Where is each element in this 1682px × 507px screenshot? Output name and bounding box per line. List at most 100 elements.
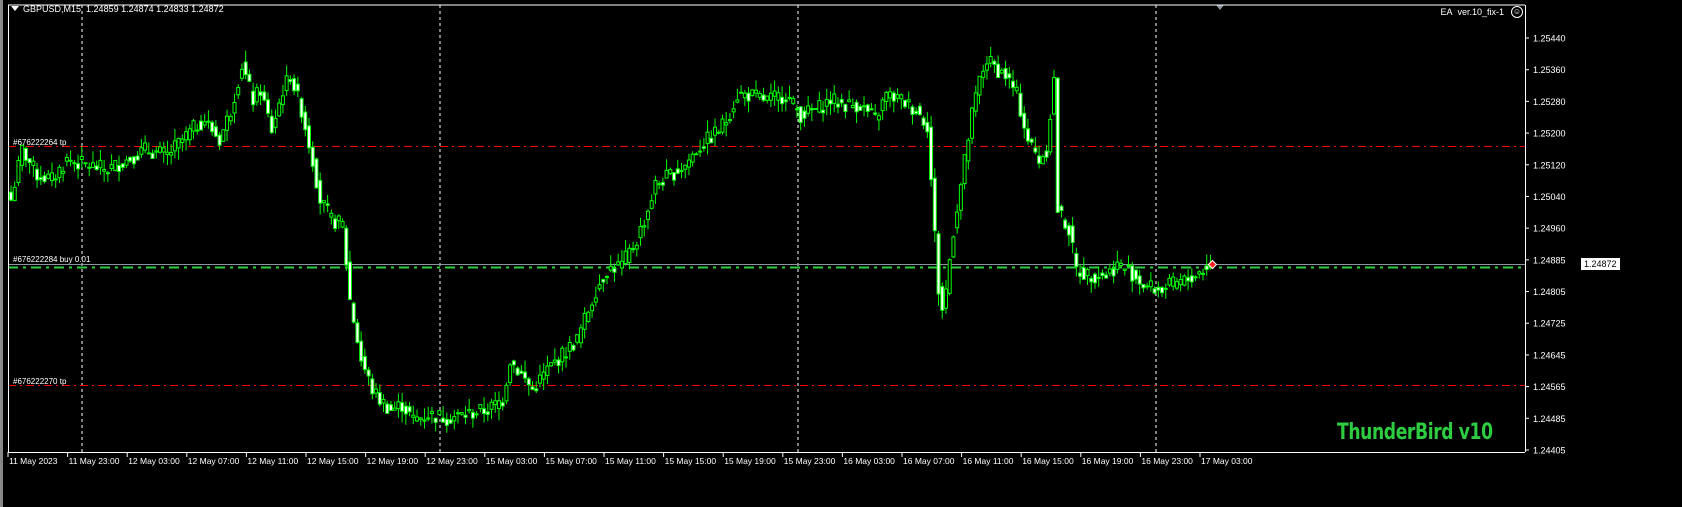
candle [537,374,542,384]
candle [1063,219,1068,229]
candle [720,118,725,133]
candle [698,150,703,153]
candle [180,138,185,143]
candle [1122,268,1127,271]
dropdown-triangle-icon[interactable] [11,6,19,11]
candle [1107,268,1112,274]
candle [1104,274,1109,279]
candle [344,227,349,266]
time-tick-label: 11 May 2023 [9,456,58,466]
candle [202,121,207,126]
candle [247,73,252,82]
candle [433,417,438,423]
candle [165,151,170,156]
candle [16,160,21,184]
candle [724,122,729,126]
candle [776,92,781,101]
candle [545,365,550,376]
candle [478,404,483,410]
candle [482,408,487,415]
candle [1007,73,1012,79]
candle [1119,262,1124,267]
candle [634,244,639,250]
candle [347,261,352,300]
candle [1189,275,1194,283]
chart-shift-marker-icon[interactable] [1216,5,1224,10]
candle [824,98,829,107]
candle [906,99,911,103]
candle [809,108,814,111]
candle [794,108,799,111]
candle [783,99,788,103]
candle [206,120,211,123]
candle [1156,286,1161,291]
candle [158,146,162,153]
candle [951,236,956,258]
candle [456,412,460,415]
candle [1201,272,1205,275]
candle [400,402,405,412]
candle [910,106,915,115]
candle [314,158,319,189]
candle [463,414,468,418]
candle [735,99,740,103]
candle [1167,277,1172,286]
candle [884,91,889,102]
candle [221,129,226,142]
candle [117,164,122,172]
price-chart[interactable]: 1.25440 1.25360 1.25280 1.25200 1.25120 1.250… [3,0,1682,507]
smiley-icon[interactable]: ☺ [1511,6,1523,18]
candle [113,160,118,171]
candle [49,172,54,182]
time-tick-label: 15 May 23:00 [784,456,836,466]
candle [508,364,513,384]
candle [642,225,647,228]
candle [511,360,516,366]
candle [307,125,311,149]
candle [1160,287,1165,294]
candle [184,131,189,141]
candle [835,103,840,108]
time-tick-label: 16 May 15:00 [1022,456,1074,466]
candle [526,378,531,386]
candle [415,416,420,422]
candle [608,265,613,271]
candle [388,404,393,412]
candle [87,166,92,169]
candle [61,170,66,174]
candle [76,163,81,170]
candle [616,261,621,266]
price-tick-label: 1.25360 [1533,65,1566,75]
candle [1037,155,1042,164]
candle [1052,77,1056,115]
candle [716,131,721,134]
price-tick-label: 1.25280 [1533,97,1566,107]
candle [258,91,263,97]
price-tick-label: 1.24485 [1533,414,1566,424]
price-tick-label: 1.25440 [1533,34,1566,44]
candle [560,347,565,363]
candle [932,177,937,232]
candle [392,407,397,411]
candle [236,87,241,96]
candle [895,94,900,99]
candle [746,92,751,102]
price-tick-label: 1.24960 [1533,224,1566,234]
time-tick-label: 12 May 19:00 [367,456,419,466]
candle [1148,280,1153,288]
candle [429,411,434,415]
candle [1174,281,1179,289]
candle [854,101,859,113]
candle [556,359,561,367]
candle [1089,278,1094,283]
candle [683,164,688,170]
candle [42,175,47,183]
candle [128,156,133,162]
candle [1092,273,1097,284]
candle [329,212,334,218]
candle [694,153,699,156]
candle [284,75,289,92]
candle [1055,77,1060,213]
candle [340,220,345,228]
